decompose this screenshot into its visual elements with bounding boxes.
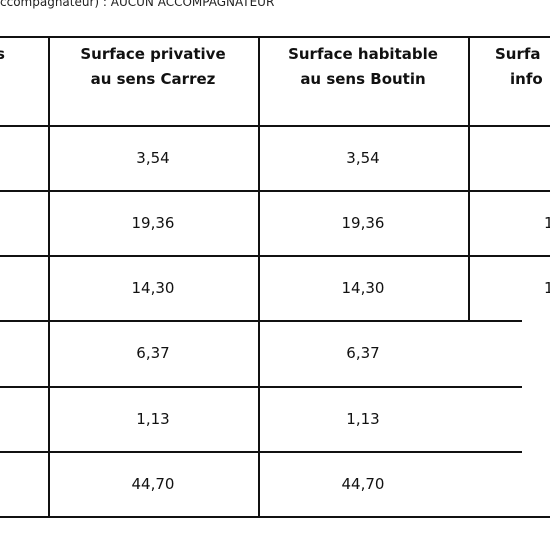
row-line bbox=[0, 516, 550, 518]
header-text: s bbox=[0, 45, 5, 63]
cell-value: 14,30 bbox=[341, 278, 385, 297]
header-text: Surface habitable bbox=[288, 45, 438, 63]
cell-value: 44,70 bbox=[131, 474, 175, 493]
header-text: Surface privative bbox=[80, 45, 226, 63]
cell-value: 1 bbox=[544, 278, 550, 297]
cell-value: 3,54 bbox=[136, 148, 170, 167]
row-line bbox=[0, 255, 550, 257]
header-text: au sens Boutin bbox=[300, 70, 426, 88]
row-line bbox=[0, 386, 522, 388]
cell-value: 14,30 bbox=[131, 278, 175, 297]
top-note: ccompagnateur) : AUCUN ACCOMPAGNATEUR bbox=[0, 0, 275, 9]
cell-value: 3,54 bbox=[346, 148, 380, 167]
cell-value: 19,36 bbox=[131, 213, 175, 232]
cell-value: 1 bbox=[544, 213, 550, 232]
table-border bbox=[0, 36, 550, 38]
col-line bbox=[258, 36, 260, 516]
cell-value: 6,37 bbox=[346, 344, 380, 362]
row-line bbox=[0, 190, 550, 192]
header-text: info bbox=[510, 70, 543, 88]
cell-value: 44,70 bbox=[341, 474, 385, 493]
row-line bbox=[0, 125, 550, 127]
header-text: Surfa bbox=[495, 45, 541, 63]
col-line bbox=[48, 36, 50, 516]
row-line bbox=[0, 451, 522, 453]
cell-value: 1,13 bbox=[136, 409, 170, 428]
cell-value: 6,37 bbox=[136, 344, 170, 362]
header-text: au sens Carrez bbox=[90, 70, 216, 88]
row-line bbox=[0, 320, 522, 322]
cell-value: 19,36 bbox=[341, 213, 385, 232]
col-line bbox=[468, 36, 470, 320]
cell-value: 1,13 bbox=[346, 409, 380, 428]
